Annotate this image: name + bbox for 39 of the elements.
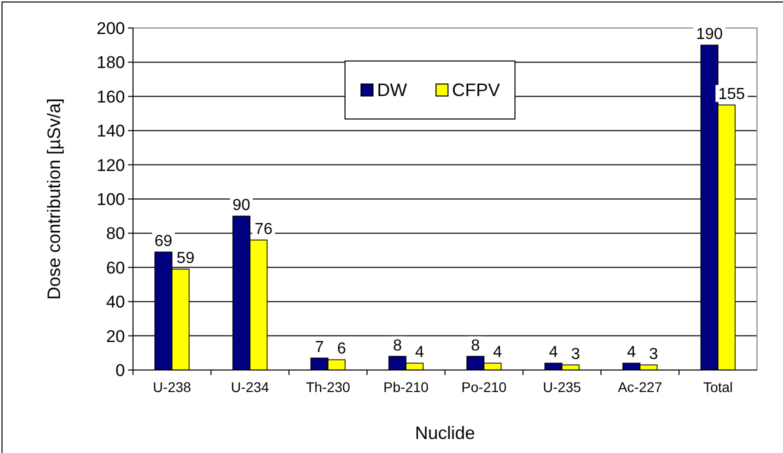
y-tick-label: 160 [96, 87, 125, 106]
data-label: 8 [392, 337, 402, 354]
data-label: 4 [626, 344, 636, 362]
y-tick-label: 0 [116, 360, 125, 380]
data-label: 3 [571, 346, 580, 363]
data-label: 3 [649, 346, 658, 363]
data-label: 90 [232, 197, 250, 214]
y-tick-label: 80 [106, 224, 125, 244]
y-tick-label: 60 [106, 258, 125, 278]
data-label: 7 [314, 339, 324, 356]
x-tick-label: U-234 [230, 379, 270, 395]
data-label: 59 [176, 250, 195, 268]
y-tick-label: 140 [96, 122, 125, 141]
data-label: 4 [548, 344, 558, 362]
data-label: 4 [415, 344, 424, 362]
x-tick-label: U-238 [152, 379, 192, 395]
x-tick-label: Total [703, 379, 733, 395]
legend-label: DW [377, 80, 407, 100]
x-tick-label: Po-210 [461, 379, 507, 395]
data-label: 76 [254, 221, 273, 238]
y-tick-label: 120 [96, 156, 125, 175]
x-tick-label: U-235 [542, 379, 582, 395]
data-label: 8 [470, 337, 480, 354]
data-label: 190 [696, 26, 723, 44]
y-tick-label: 200 [96, 18, 125, 38]
x-tick-label: Th-230 [306, 379, 350, 395]
y-tick-label: 40 [106, 292, 125, 312]
x-tick-label: Pb-210 [383, 379, 429, 395]
data-label: 4 [493, 344, 502, 362]
y-tick-label: 20 [106, 326, 125, 346]
data-label: 155 [718, 86, 746, 103]
x-tick-label: Ac-227 [618, 379, 662, 395]
data-label: 6 [337, 340, 346, 358]
legend-label: CFPV [452, 80, 500, 100]
y-tick-label: 100 [96, 190, 125, 209]
y-axis-title: Dose contribution [µSv/a] [44, 98, 64, 300]
y-tick-label: 180 [96, 53, 125, 72]
data-label: 69 [154, 233, 172, 250]
x-axis-title: Nuclide [414, 423, 476, 443]
